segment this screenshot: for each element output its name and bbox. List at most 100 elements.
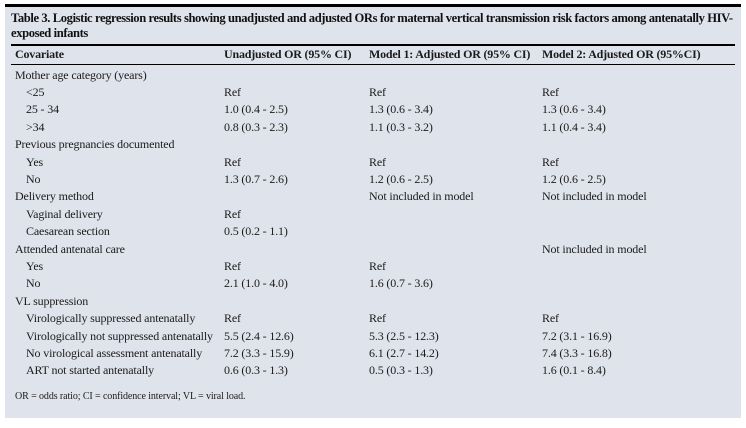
or-value: 0.5 (0.2 - 1.1) <box>224 224 288 239</box>
or-value: Ref <box>369 84 386 99</box>
covariate-label: >34 <box>26 119 45 134</box>
or-value: 6.1 (2.7 - 14.2) <box>369 346 439 360</box>
or-value: 1.6 (0.1 - 8.4) <box>542 363 606 378</box>
or-value: 1.2 (0.6 - 2.5) <box>542 171 606 186</box>
table-group-row: Previous pregnancies documented <box>11 136 735 153</box>
or-value: Ref <box>224 154 241 169</box>
or-value: Not included in model <box>542 241 647 256</box>
or-value <box>542 64 735 84</box>
col-header-model1-adjusted-or: Model 1: Adjusted OR (95% CI) <box>369 45 542 65</box>
or-value: 1.3 (0.7 - 2.6) <box>224 171 288 186</box>
or-value: 2.1 (1.0 - 4.0) <box>224 276 288 291</box>
covariate-label: Delivery method <box>15 189 94 204</box>
or-value <box>369 293 542 310</box>
table-row: ART not started antenatally 0.6 (0.3 - 1.… <box>11 362 735 379</box>
table-title: Table 3. Logistic regression results sho… <box>11 11 733 40</box>
or-value <box>224 293 369 310</box>
or-value <box>224 188 369 205</box>
table-row: Yes Ref Ref Ref <box>11 154 735 171</box>
or-value: 1.6 (0.7 - 3.6) <box>369 276 433 291</box>
table-row: Virologically not suppressed antenatally… <box>11 328 735 345</box>
covariate-label: Previous pregnancies documented <box>15 137 175 152</box>
or-value: Ref <box>542 311 559 326</box>
or-value: Ref <box>542 154 559 169</box>
table-group-row: Delivery method Not included in model Not … <box>11 188 735 205</box>
table-group-row: Mother age category (years) <box>11 64 735 84</box>
col-header-covariate: Covariate <box>11 45 224 65</box>
or-value: Not included in model <box>369 189 474 204</box>
table-row: No 1.3 (0.7 - 2.6) 1.2 (0.6 - 2.5) 1.2 (0.6… <box>11 171 735 188</box>
or-value: 1.0 (0.4 - 2.5) <box>224 102 288 117</box>
table-row: <25 Ref Ref Ref <box>11 84 735 101</box>
logistic-regression-table: Covariate Unadjusted OR (95% CI) Model 1… <box>11 44 735 380</box>
or-value: 7.2 (3.3 - 15.9) <box>224 346 294 360</box>
covariate-label: Yes <box>26 258 44 273</box>
covariate-label: No <box>26 171 41 186</box>
covariate-label: Virologically not suppressed antenatally <box>26 328 213 343</box>
or-value: 5.5 (2.4 - 12.6) <box>224 328 294 343</box>
covariate-label: Attended antenatal care <box>15 241 125 256</box>
table-row: 25 - 34 1.0 (0.4 - 2.5) 1.3 (0.6 - 3.4) 1.3… <box>11 101 735 118</box>
or-value <box>369 206 542 223</box>
covariate-label: Virologically suppressed antenatally <box>26 311 196 326</box>
or-value <box>224 136 369 153</box>
or-value <box>369 136 542 153</box>
covariate-label: Yes <box>26 154 44 169</box>
covariate-label: Vaginal delivery <box>26 206 103 221</box>
table-row: Virologically suppressed antenatally Ref R… <box>11 310 735 327</box>
table-footnote: OR = odds ratio; CI = confidence interva… <box>15 390 246 402</box>
or-value <box>369 223 542 240</box>
or-value <box>542 293 735 310</box>
or-value <box>542 275 735 292</box>
or-value: Ref <box>224 258 241 273</box>
covariate-label: No <box>26 276 41 291</box>
or-value: Ref <box>224 84 241 99</box>
or-value <box>542 136 735 153</box>
or-value: 1.2 (0.6 - 2.5) <box>369 171 433 186</box>
or-value: Ref <box>369 258 386 273</box>
table-header-row: Covariate Unadjusted OR (95% CI) Model 1… <box>11 45 735 65</box>
table-group-row: VL suppression <box>11 293 735 310</box>
or-value: 5.3 (2.5 - 12.3) <box>369 328 439 343</box>
table-body: Mother age category (years) <25 Ref Ref Ref 2… <box>11 64 735 380</box>
or-value: 1.3 (0.6 - 3.4) <box>542 102 606 117</box>
table-group-row: Attended antenatal care Not included in m… <box>11 241 735 258</box>
covariate-label: Mother age category (years) <box>15 67 147 82</box>
or-value: Ref <box>369 311 386 326</box>
covariate-label: VL suppression <box>15 293 89 308</box>
or-value: Not included in model <box>542 189 647 204</box>
table-row: >34 0.8 (0.3 - 2.3) 1.1 (0.3 - 3.2) 1.1 (0.… <box>11 119 735 136</box>
or-value: 0.5 (0.3 - 1.3) <box>369 363 433 378</box>
col-header-unadjusted-or: Unadjusted OR (95% CI) <box>224 45 369 65</box>
table-row: No 2.1 (1.0 - 4.0) 1.6 (0.7 - 3.6) <box>11 275 735 292</box>
or-value: 0.8 (0.3 - 2.3) <box>224 119 288 134</box>
covariate-label: <25 <box>26 84 45 99</box>
table3-card: Table 3. Logistic regression results sho… <box>5 4 741 418</box>
table-row: No virological assessment antenatally 7.2… <box>11 345 735 362</box>
or-value <box>542 223 735 240</box>
or-value <box>542 258 735 275</box>
covariate-label: 25 - 34 <box>26 102 59 117</box>
or-value: 7.2 (3.1 - 16.9) <box>542 328 612 343</box>
covariate-label: Caesarean section <box>26 224 110 239</box>
covariate-label: ART not started antenatally <box>26 363 154 378</box>
or-value <box>369 241 542 258</box>
or-value <box>224 241 369 258</box>
or-value <box>542 206 735 223</box>
or-value: 7.4 (3.3 - 16.8) <box>542 346 612 360</box>
or-value: 1.1 (0.3 - 3.2) <box>369 119 433 134</box>
or-value: Ref <box>369 154 386 169</box>
or-value: 0.6 (0.3 - 1.3) <box>224 363 288 378</box>
or-value: 1.1 (0.4 - 3.4) <box>542 119 606 134</box>
col-header-model2-adjusted-or: Model 2: Adjusted OR (95%CI) <box>542 45 735 65</box>
or-value <box>369 64 542 84</box>
or-value: Ref <box>542 84 559 99</box>
table-row: Caesarean section 0.5 (0.2 - 1.1) <box>11 223 735 240</box>
covariate-label: No virological assessment antenatally <box>26 346 203 360</box>
or-value <box>224 64 369 84</box>
table-row: Vaginal delivery Ref <box>11 206 735 223</box>
or-value: Ref <box>224 311 241 326</box>
or-value: Ref <box>224 206 241 221</box>
table-row: Yes Ref Ref <box>11 258 735 275</box>
